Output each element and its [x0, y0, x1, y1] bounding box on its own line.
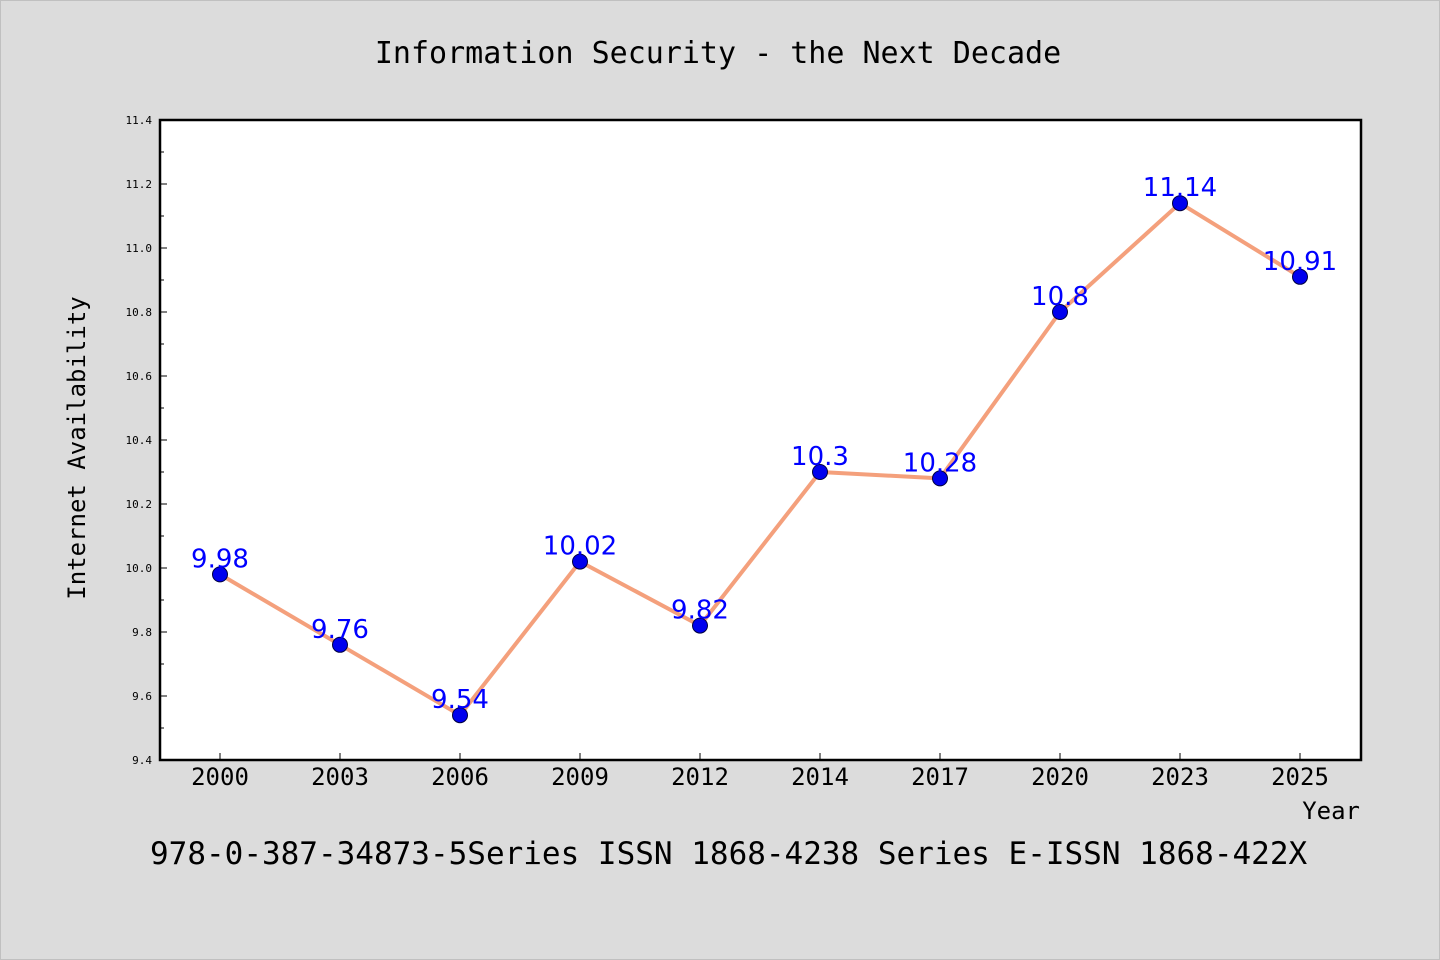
data-label: 9.82	[671, 596, 729, 626]
y-tick-label: 10.0	[126, 562, 153, 575]
data-label: 11.14	[1143, 173, 1217, 203]
y-tick-label: 11.4	[126, 114, 153, 127]
data-label: 9.98	[191, 544, 249, 574]
y-axis: 9.4 9.6 9.8 10.0 10.2 10.4 10.6 10.8 11.0 11.2 11.…	[126, 114, 167, 767]
x-tick-label: 2006	[431, 763, 489, 791]
x-tick-label: 2014	[791, 763, 849, 791]
data-point	[692, 617, 708, 634]
y-tick-label: 9.4	[132, 754, 152, 767]
data-point	[572, 553, 588, 570]
plot-area	[158, 118, 1363, 762]
y-axis-label: Internet Availability	[63, 296, 91, 599]
data-label: 9.76	[311, 615, 369, 645]
data-point	[812, 464, 828, 480]
x-tick-label: 2003	[311, 763, 369, 791]
x-tick-label: 2025	[1271, 763, 1329, 791]
footer-text: 978-0-387-34873-5Series ISSN 1868-4238 S…	[150, 836, 1307, 872]
data-label: 10.91	[1263, 247, 1337, 277]
x-tick-label: 2023	[1151, 763, 1209, 791]
data-point	[332, 636, 348, 653]
chart-title: Information Security - the Next Decade	[375, 36, 1061, 71]
data-point	[212, 566, 228, 583]
data-label: 10.8	[1031, 282, 1089, 312]
data-point	[932, 470, 948, 487]
y-tick-label: 10.2	[126, 498, 153, 511]
data-point	[452, 707, 468, 724]
x-tick-label: 2012	[671, 763, 729, 791]
y-tick-label: 10.6	[126, 370, 153, 383]
data-label: 10.28	[903, 448, 977, 478]
x-tick-label: 2000	[191, 763, 249, 791]
x-axis: 2000 2003 2006 2009 2012 2014 2017 2020 2023 2025	[191, 753, 1329, 791]
y-tick-label: 10.8	[126, 306, 153, 319]
series-line	[218, 201, 1302, 718]
data-point	[1052, 304, 1068, 320]
data-point	[1172, 195, 1188, 212]
y-tick-label: 10.4	[126, 434, 153, 447]
data-label: 10.02	[543, 532, 617, 562]
x-tick-label: 2009	[551, 763, 609, 791]
x-tick-label: 2017	[911, 763, 969, 791]
x-axis-label: Year	[1302, 797, 1360, 825]
x-tick-label: 2020	[1031, 763, 1089, 791]
y-tick-label: 11.0	[126, 242, 153, 255]
data-label: 10.3	[791, 442, 849, 472]
data-label: 9.54	[431, 685, 489, 715]
data-point	[1292, 268, 1308, 285]
y-tick-label: 11.2	[126, 178, 153, 191]
y-tick-label: 9.8	[132, 626, 152, 639]
y-tick-label: 9.6	[132, 690, 152, 703]
series-layer: 9.98 9.76 9.54 10.02 9.82 10.3 10.28 10.8 11.14 1…	[191, 173, 1337, 724]
